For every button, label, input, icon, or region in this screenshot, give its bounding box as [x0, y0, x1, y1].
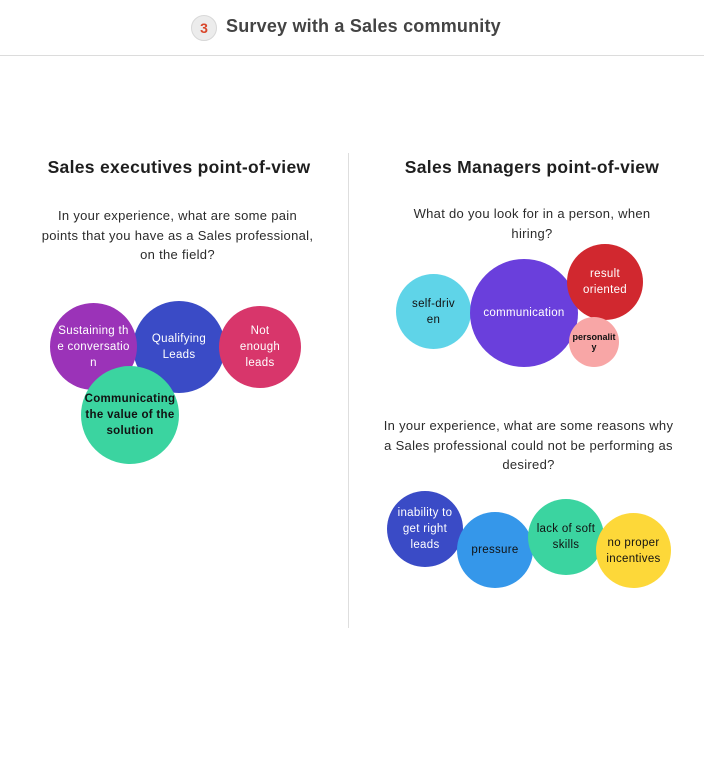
bubble-not-enough-leads: Not enough leads — [219, 306, 301, 388]
page-title: Survey with a Sales community — [226, 16, 501, 36]
bubble-result-oriented: result oriented — [567, 244, 643, 320]
bubble-lack-soft-skills: lack of soft skills — [528, 499, 604, 575]
step-number-badge: 3 — [191, 15, 217, 41]
bubble-inability-leads: inability to get right leads — [387, 491, 463, 567]
pain-points-question: In your experience, what are some pain p… — [41, 208, 314, 262]
bubble-no-proper-incentives: no proper incentives — [596, 513, 671, 588]
bubble-self-driven: self-driven — [396, 274, 471, 349]
hiring-question: What do you look for in a person, when h… — [413, 206, 651, 241]
sales-executives-title: Sales executives point-of-view — [47, 157, 311, 177]
bubble-communication: communication — [470, 259, 578, 367]
bubble-communicating-value: Communicating the value of the solution — [81, 366, 179, 464]
column-divider — [348, 153, 349, 628]
bubble-personality: personality — [569, 317, 619, 367]
bubble-pressure: pressure — [457, 512, 533, 588]
underperforming-question: In your experience, what are some reason… — [383, 418, 674, 472]
page-header: 3 Survey with a Sales community — [0, 0, 704, 56]
sales-managers-title: Sales Managers point-of-view — [404, 157, 660, 177]
